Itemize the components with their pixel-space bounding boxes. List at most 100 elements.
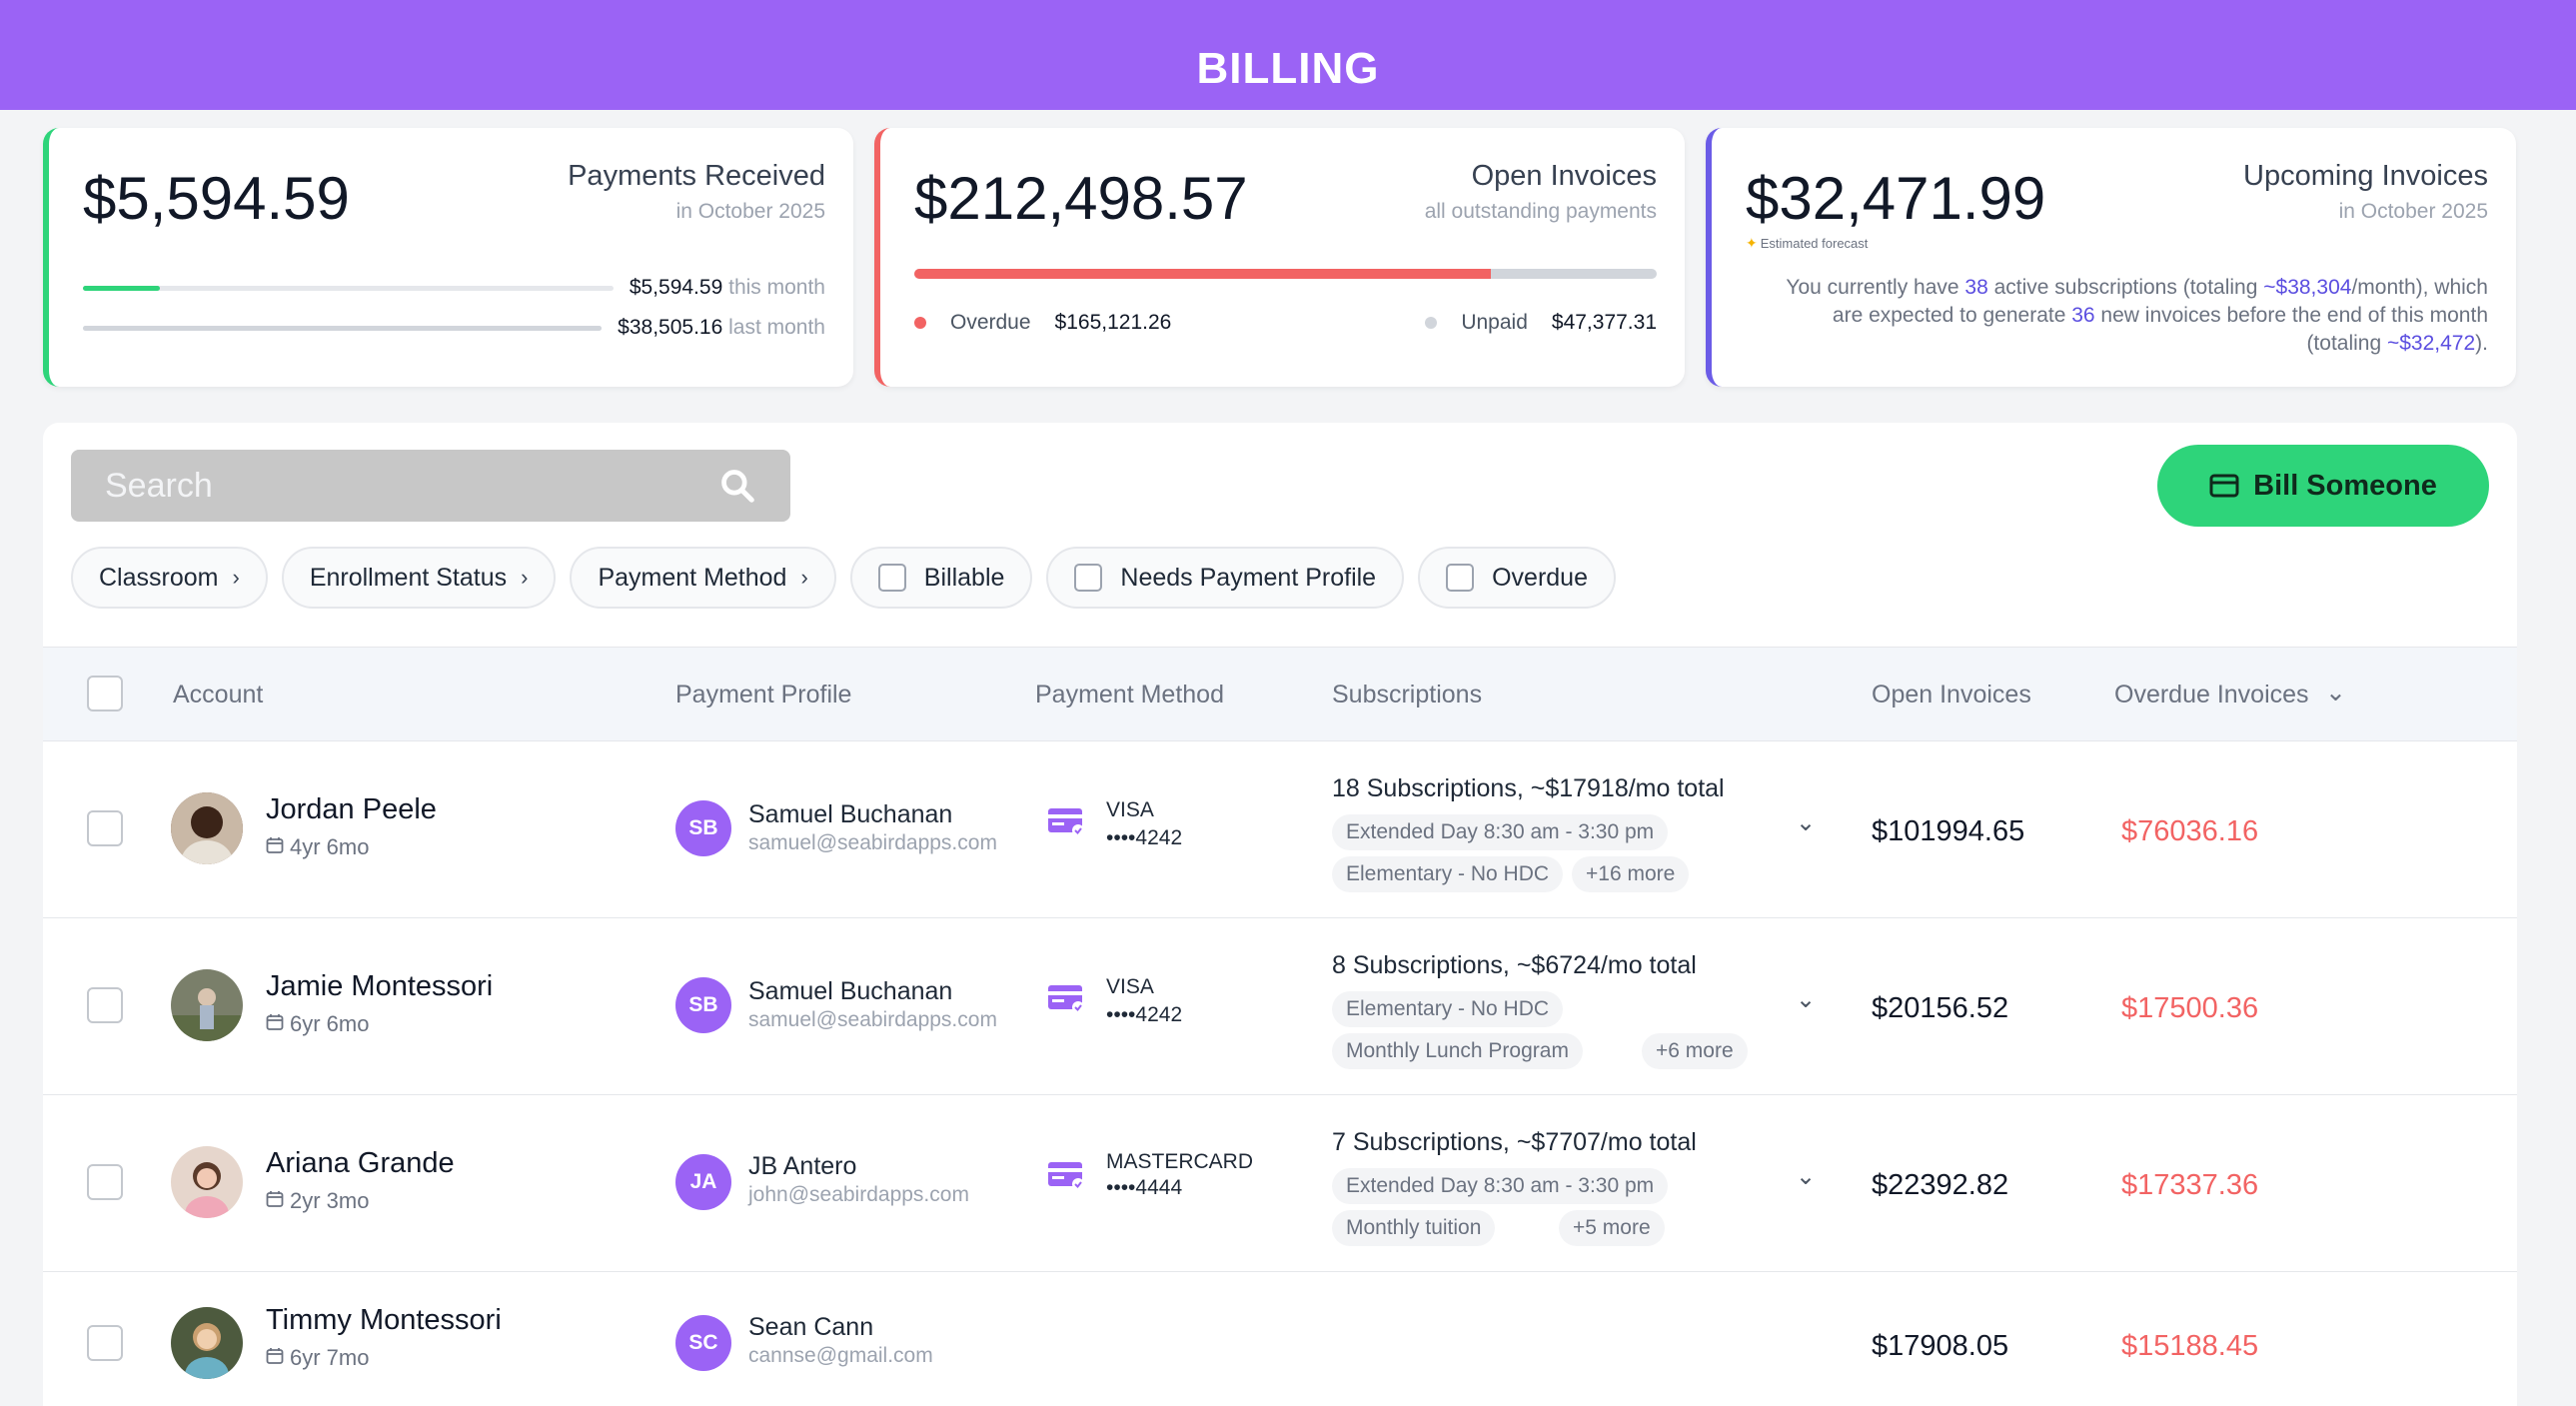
payment-method-number: ••••4444 bbox=[1106, 1176, 1183, 1199]
calendar-icon bbox=[266, 1188, 284, 1214]
unpaid-legend-label: Unpaid bbox=[1461, 311, 1528, 334]
upcoming-text-part: active subscriptions (totaling bbox=[1987, 276, 2264, 299]
upcoming-invoices-subtitle: in October 2025 bbox=[2338, 200, 2488, 223]
last-month-value: $38,505.16 bbox=[618, 316, 723, 339]
account-age: 6yr 7mo bbox=[266, 1345, 369, 1371]
expand-chevron-down-icon[interactable]: ⌄ bbox=[1796, 809, 1817, 836]
payment-profile-name[interactable]: Sean Cann bbox=[748, 1313, 874, 1341]
chevron-right-icon: › bbox=[232, 565, 240, 590]
subscriptions-total: ~$38,304 bbox=[2263, 276, 2352, 299]
credit-card-icon bbox=[2209, 474, 2239, 498]
filter-payment-method[interactable]: Payment Method › bbox=[570, 547, 836, 609]
column-account[interactable]: Account bbox=[173, 681, 264, 708]
search-input[interactable] bbox=[105, 466, 718, 506]
column-payment-method[interactable]: Payment Method bbox=[1035, 681, 1224, 708]
more-subscriptions-tag[interactable]: +6 more bbox=[1642, 1033, 1748, 1069]
payment-profile-email: samuel@seabirdapps.com bbox=[748, 831, 997, 854]
upcoming-text-part: /month), which are expected to generate bbox=[1832, 276, 2488, 327]
filter-payment-method-label: Payment Method bbox=[598, 563, 787, 592]
account-age-value: 6yr 7mo bbox=[290, 1345, 370, 1370]
select-all-checkbox[interactable] bbox=[87, 676, 123, 711]
this-month-label: this month bbox=[728, 276, 825, 299]
upcoming-invoices-card: $32,471.99 Upcoming Invoices in October … bbox=[1706, 128, 2516, 387]
payment-profile-avatar: JA bbox=[675, 1154, 731, 1210]
payment-profile-name[interactable]: Samuel Buchanan bbox=[748, 800, 953, 828]
subscription-tag: Monthly tuition bbox=[1332, 1210, 1496, 1246]
overdue-dot-icon bbox=[914, 317, 926, 329]
subscriptions-summary: 7 Subscriptions, ~$7707/mo total bbox=[1332, 1128, 1697, 1156]
row-checkbox[interactable] bbox=[87, 1164, 123, 1200]
expand-chevron-down-icon[interactable]: ⌄ bbox=[1796, 1163, 1817, 1190]
last-month-bar bbox=[83, 325, 603, 331]
account-name[interactable]: Jordan Peele bbox=[266, 793, 437, 825]
upcoming-text-part: new invoices before the end of this mont… bbox=[2094, 304, 2488, 355]
more-subscriptions-tag[interactable]: +16 more bbox=[1572, 856, 1690, 892]
this-month-progress: $5,594.59 this month bbox=[83, 276, 825, 300]
open-invoices-subtitle: all outstanding payments bbox=[1424, 200, 1657, 223]
payment-method-brand: VISA bbox=[1106, 975, 1154, 998]
payments-received-title: Payments Received bbox=[568, 160, 825, 192]
filter-needs-payment-profile[interactable]: Needs Payment Profile bbox=[1046, 547, 1405, 609]
overdue-legend-label: Overdue bbox=[950, 311, 1031, 334]
row-checkbox[interactable] bbox=[87, 810, 123, 846]
account-name[interactable]: Timmy Montessori bbox=[266, 1304, 502, 1336]
upcoming-invoices-amount: $32,471.99 bbox=[1746, 165, 2046, 232]
payment-profile-name[interactable]: Samuel Buchanan bbox=[748, 977, 953, 1005]
billable-checkbox[interactable] bbox=[877, 564, 906, 592]
open-invoices-amount: $212,498.57 bbox=[914, 165, 1248, 232]
credit-card-icon bbox=[1046, 1160, 1086, 1197]
sparkle-icon: ✦ bbox=[1746, 235, 1758, 251]
last-month-label: last month bbox=[728, 316, 825, 339]
upcoming-invoices-title: Upcoming Invoices bbox=[2243, 160, 2488, 192]
new-invoices-count: 36 bbox=[2071, 304, 2095, 327]
column-overdue-invoices[interactable]: Overdue Invoices bbox=[2114, 681, 2309, 708]
account-age: 6yr 6mo bbox=[266, 1011, 369, 1037]
last-month-bar-fill bbox=[83, 325, 603, 331]
this-month-bar bbox=[83, 285, 614, 291]
estimated-forecast-note: ✦ Estimated forecast bbox=[1746, 235, 1868, 252]
bill-someone-button[interactable]: Bill Someone bbox=[2157, 445, 2489, 527]
subscriptions-summary: 8 Subscriptions, ~$6724/mo total bbox=[1332, 951, 1697, 979]
overdue-progress-bar bbox=[914, 269, 1657, 279]
row-checkbox[interactable] bbox=[87, 987, 123, 1023]
search-box[interactable] bbox=[71, 450, 790, 522]
column-subscriptions[interactable]: Subscriptions bbox=[1332, 681, 1483, 708]
filter-enrollment-status[interactable]: Enrollment Status › bbox=[281, 547, 557, 609]
table-row[interactable]: Jamie Montessori 6yr 6mo SB Samuel Bucha… bbox=[43, 919, 2517, 1095]
payment-method-brand: VISA bbox=[1106, 798, 1154, 821]
new-invoices-total: ~$32,472 bbox=[2386, 332, 2476, 355]
payments-received-subtitle: in October 2025 bbox=[675, 200, 825, 223]
subscription-tag: Elementary - No HDC bbox=[1332, 991, 1564, 1027]
more-subscriptions-tag[interactable]: +5 more bbox=[1559, 1210, 1665, 1246]
unpaid-legend-value: $47,377.31 bbox=[1551, 311, 1657, 334]
account-age-value: 6yr 6mo bbox=[290, 1011, 370, 1036]
expand-chevron-down-icon[interactable]: ⌄ bbox=[1796, 986, 1817, 1013]
column-payment-profile[interactable]: Payment Profile bbox=[675, 681, 852, 708]
payment-method-brand: MASTERCARD bbox=[1106, 1150, 1254, 1173]
payment-profile-avatar: SB bbox=[675, 977, 731, 1033]
account-name[interactable]: Jamie Montessori bbox=[266, 970, 494, 1002]
filter-billable[interactable]: Billable bbox=[849, 547, 1033, 609]
payment-profile-avatar: SC bbox=[675, 1315, 731, 1371]
table-row[interactable]: Timmy Montessori 6yr 7mo SC Sean Cann ca… bbox=[43, 1273, 2517, 1406]
page-header: BILLING bbox=[0, 0, 2576, 110]
overdue-invoices-value: $17500.36 bbox=[2121, 992, 2259, 1024]
column-open-invoices[interactable]: Open Invoices bbox=[1872, 681, 2031, 708]
filter-overdue-label: Overdue bbox=[1492, 563, 1588, 592]
filter-classroom[interactable]: Classroom › bbox=[71, 547, 268, 609]
row-checkbox[interactable] bbox=[87, 1325, 123, 1361]
needs-payment-profile-checkbox[interactable] bbox=[1074, 564, 1103, 592]
payment-profile-name[interactable]: JB Antero bbox=[748, 1152, 857, 1180]
calendar-icon bbox=[266, 1011, 284, 1037]
account-name[interactable]: Ariana Grande bbox=[266, 1147, 455, 1179]
sort-chevron-down-icon[interactable]: ⌄ bbox=[2325, 679, 2346, 706]
table-row[interactable]: Jordan Peele 4yr 6mo SB Samuel Buchanan … bbox=[43, 742, 2517, 918]
active-subscriptions-count: 38 bbox=[1964, 276, 1988, 299]
filter-overdue[interactable]: Overdue bbox=[1418, 547, 1616, 609]
page-title: BILLING bbox=[1196, 44, 1380, 93]
table-row[interactable]: Ariana Grande 2yr 3mo JA JB Antero john@… bbox=[43, 1096, 2517, 1272]
overdue-checkbox[interactable] bbox=[1446, 564, 1475, 592]
search-icon[interactable] bbox=[718, 467, 756, 505]
account-age: 4yr 6mo bbox=[266, 834, 369, 860]
open-invoices-value: $17908.05 bbox=[1872, 1330, 2009, 1362]
